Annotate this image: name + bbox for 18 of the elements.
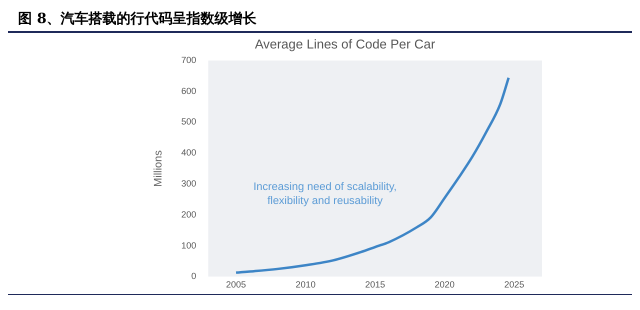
line-series (234, 76, 510, 274)
chart-subtitle: Average Lines of Code Per Car (254, 36, 436, 52)
x-tick-label: 2020 (434, 280, 455, 290)
annotation: Increasing need of scalability, flexibility and reusability (253, 181, 397, 208)
y-tick-label: 200 (181, 209, 196, 220)
y-tick-label: 700 (181, 54, 196, 65)
x-tick-label: 2015 (365, 280, 386, 290)
y-axis-title: Millions (152, 150, 165, 187)
y-tick-label: 100 (181, 240, 196, 250)
y-tick-label: 500 (181, 116, 196, 127)
y-tick-label: 600 (181, 86, 196, 96)
x-tick-label: 2010 (296, 280, 316, 290)
y-tick-label: 300 (181, 178, 196, 188)
y-tick-label: 0 (191, 271, 196, 282)
x-tick-label: 2025 (504, 280, 524, 290)
y-tick-label: 400 (181, 148, 196, 158)
x-tick-label: 2005 (226, 280, 246, 290)
chart-title: 图 8、汽车搭载的行代码呈指数级增长 (8, 8, 632, 33)
